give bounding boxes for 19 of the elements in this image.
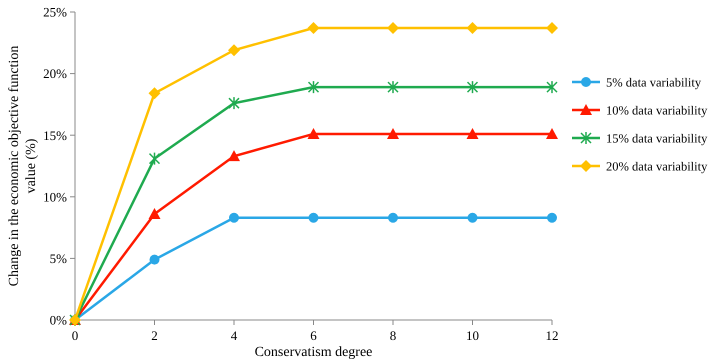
x-tick-label: 0 — [72, 328, 78, 343]
y-tick-label: 5% — [50, 250, 68, 266]
y-tick-label: 25% — [43, 4, 68, 20]
y-axis-title: Change in the economic objective function value (%) — [7, 46, 39, 286]
legend-label: 20% data variability — [606, 159, 708, 174]
y-tick-label: 10% — [43, 189, 68, 204]
y-tick-label: 0% — [50, 312, 68, 328]
legend-label: 15% data variability — [606, 131, 708, 146]
x-tick-label: 12 — [546, 328, 558, 343]
x-tick-label: 8 — [390, 328, 396, 343]
legend-label: 10% data variability — [606, 103, 708, 118]
y-tick-label: 15% — [43, 128, 68, 143]
x-tick-label: 4 — [230, 328, 238, 343]
x-tick-label: 10 — [466, 328, 479, 343]
x-tick-label: 6 — [310, 328, 318, 343]
x-axis-title: Conservatism degree — [254, 345, 372, 360]
x-tick-label: 2 — [151, 328, 158, 343]
y-tick-label: 20% — [43, 66, 68, 82]
legend-label: 5% data variability — [606, 75, 702, 90]
